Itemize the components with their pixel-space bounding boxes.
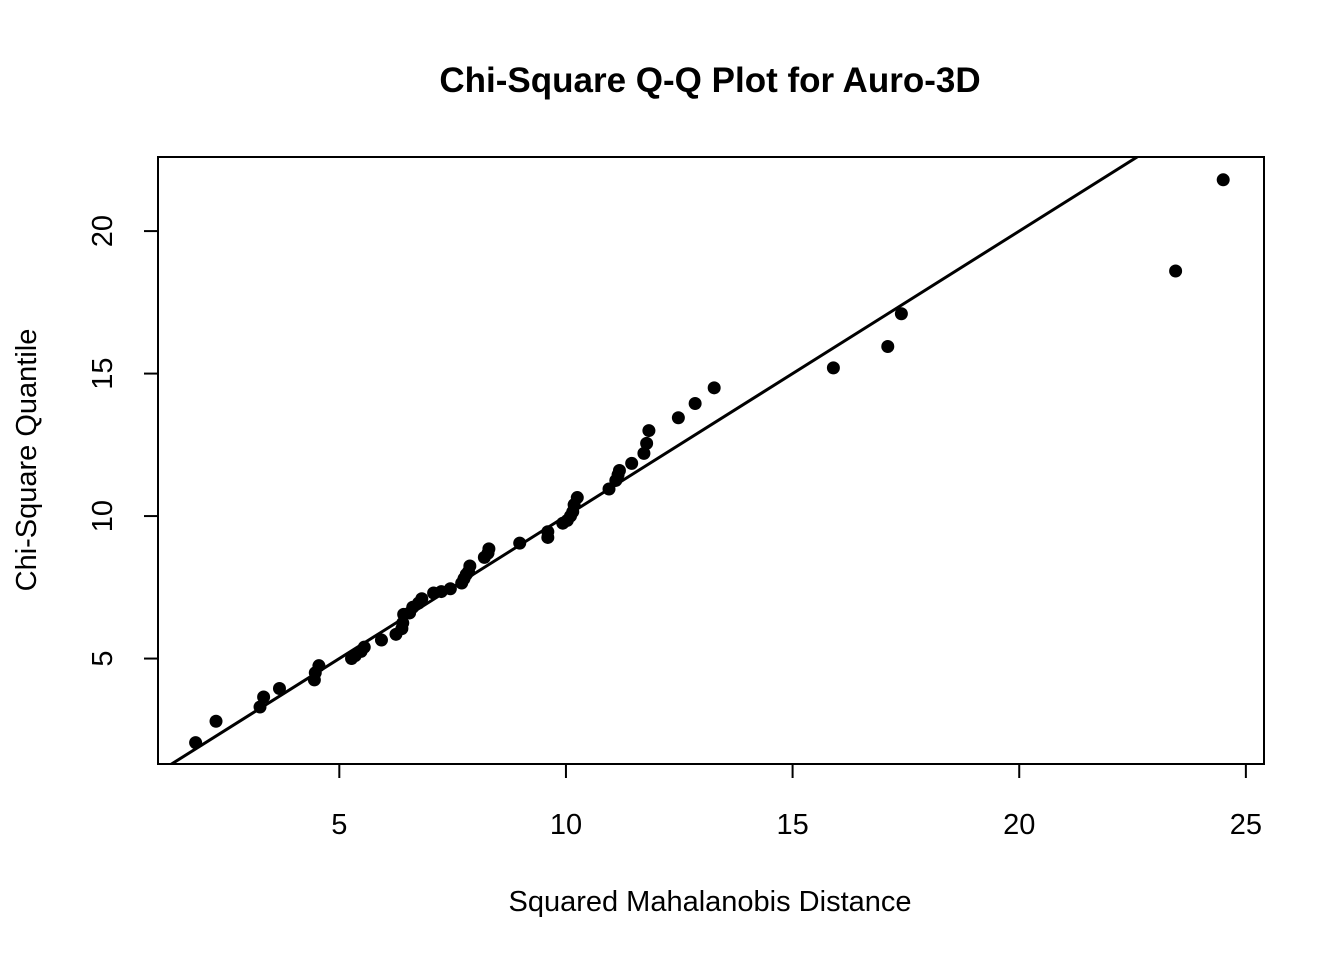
data-point	[640, 436, 654, 450]
data-point	[374, 633, 388, 647]
data-point	[272, 681, 286, 695]
x-tick-label: 10	[550, 809, 582, 841]
x-axis-label: Squared Mahalanobis Distance	[508, 886, 911, 918]
data-point	[881, 340, 895, 354]
data-point	[625, 456, 639, 470]
data-point	[671, 411, 685, 425]
data-point	[312, 659, 326, 673]
data-point	[513, 536, 527, 550]
y-axis: 5 10 15 20	[87, 215, 159, 667]
y-tick-label: 15	[87, 357, 119, 389]
data-point	[357, 640, 371, 654]
x-tick-label: 20	[1003, 809, 1035, 841]
data-point	[707, 381, 721, 395]
x-axis: 5 10 15 20 25	[331, 763, 1262, 841]
y-tick-label: 10	[87, 500, 119, 532]
data-point	[415, 592, 429, 606]
data-point	[463, 559, 477, 573]
data-point	[257, 690, 271, 704]
x-tick-label: 5	[331, 809, 347, 841]
x-tick-label: 15	[776, 809, 808, 841]
plot-frame	[157, 156, 1265, 765]
data-point	[482, 542, 496, 556]
data-point	[541, 525, 555, 539]
reference-line	[168, 157, 1140, 764]
data-point	[612, 463, 626, 477]
data-point	[1216, 173, 1230, 187]
data-point	[570, 491, 584, 505]
y-tick-label: 20	[87, 215, 119, 247]
data-point	[443, 582, 457, 596]
data-point	[642, 424, 656, 438]
data-point	[688, 397, 702, 411]
chart-title: Chi-Square Q-Q Plot for Auro-3D	[439, 61, 980, 100]
data-point	[209, 714, 223, 728]
data-points	[189, 173, 1230, 750]
data-point	[637, 446, 651, 460]
data-point	[253, 700, 267, 714]
x-tick-label: 25	[1230, 809, 1262, 841]
y-axis-label: Chi-Square Quantile	[11, 329, 43, 592]
data-point	[1169, 264, 1183, 278]
y-tick-label: 5	[87, 650, 119, 666]
data-point	[189, 736, 203, 750]
data-point	[894, 307, 908, 321]
data-point	[826, 361, 840, 375]
